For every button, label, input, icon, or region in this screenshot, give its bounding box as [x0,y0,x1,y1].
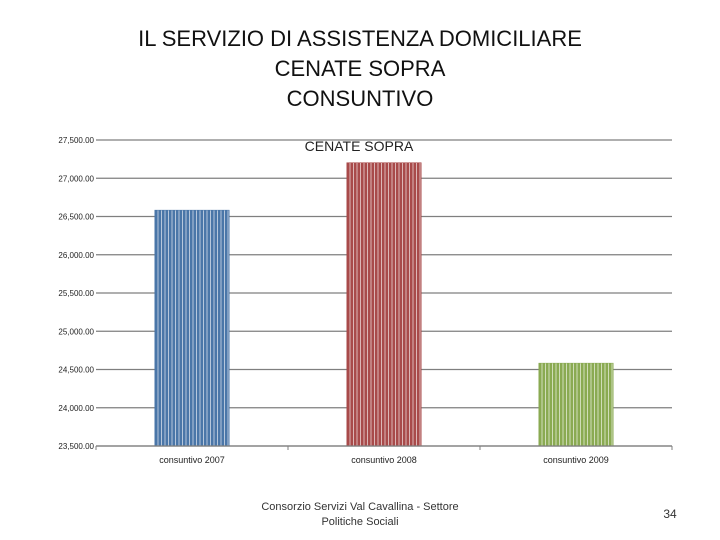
title-line-2: CENATE SOPRA [274,56,446,81]
chart-title: CENATE SOPRA [305,138,414,154]
y-tick-label: 24,000.00 [58,404,94,413]
bar-consuntivo-2007 [154,209,230,447]
bar [538,362,614,447]
slide-title: IL SERVIZIO DI ASSISTENZA DOMICILIARE CE… [0,24,720,114]
y-tick-label: 25,000.00 [58,327,94,336]
y-tick-label: 24,500.00 [58,366,94,375]
y-tick-label: 27,000.00 [58,174,94,183]
y-tick-label: 26,000.00 [58,251,94,260]
chart-bars [154,162,614,447]
x-axis-labels: consuntivo 2007 consuntivo 2008 consuntivo… [159,455,609,465]
title-line-3: CONSUNTIVO [286,86,434,111]
y-tick-label: 27,500.00 [58,136,94,145]
y-tick-label: 26,500.00 [58,213,94,222]
footer-text: Consorzio Servizi Val Cavallina - Settor… [261,501,459,528]
y-tick-label: 23,500.00 [58,442,94,451]
x-tick-label: consuntivo 2008 [351,455,417,465]
title-line-1: IL SERVIZIO DI ASSISTENZA DOMICILIARE [138,26,582,51]
bar [346,162,422,447]
x-tick-label: consuntivo 2009 [543,455,609,465]
page-number: 34 [663,507,677,521]
bar-consuntivo-2009 [538,362,614,447]
y-tick-label: 25,500.00 [58,289,94,298]
x-tick-label: consuntivo 2007 [159,455,225,465]
bar-consuntivo-2008 [346,162,422,447]
y-axis-labels: 23,500.00 24,000.00 24,500.00 25,000.00 25,5… [58,136,94,451]
